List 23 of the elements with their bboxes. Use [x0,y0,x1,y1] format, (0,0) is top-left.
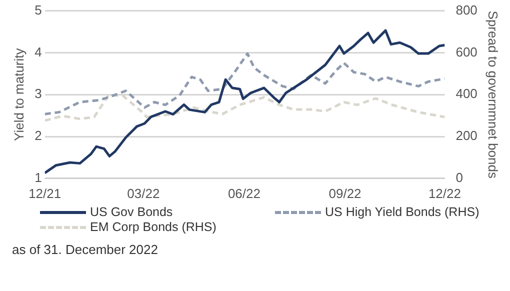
x-tick-label: 06/22 [228,186,260,201]
y2-tick-label: 0 [456,170,463,185]
x-tick-label: 12/22 [428,186,461,201]
y-tick-label: 4 [34,44,42,60]
y-tick-label: 1 [34,170,42,185]
x-tick-label: 12/21 [28,186,62,201]
legend-label: US High Yield Bonds (RHS) [325,205,480,219]
y2-tick-label: 800 [456,2,478,18]
line-series [44,52,445,116]
x-tick-label: 03/22 [127,186,160,201]
y-tick-label: 5 [34,2,42,18]
y-tick-label: 2 [34,128,42,144]
legend-label: US Gov Bonds [90,205,173,219]
y-tick-label: 3 [34,86,42,102]
y2-tick-label: 600 [456,44,478,60]
text: as of 31. December 2022 [12,242,159,257]
y2-tick-label: 200 [456,128,478,144]
y2-tick-label: 400 [456,86,478,102]
line-series [44,94,445,122]
x-tick-label: 09/22 [328,186,362,201]
y2-axis-title: Spread to governmnet bonds [486,10,501,179]
y-axis-title: Yield to maturity [11,48,26,141]
legend-label: EM Corp Bonds (RHS) [90,220,216,234]
